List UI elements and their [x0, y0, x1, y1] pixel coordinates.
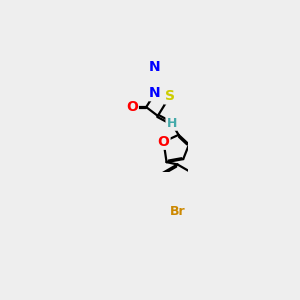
- Text: O: O: [126, 100, 138, 114]
- Text: S: S: [165, 89, 175, 103]
- Text: H: H: [167, 117, 177, 130]
- Text: Br: Br: [169, 205, 185, 218]
- Text: N: N: [149, 60, 161, 74]
- Text: N: N: [149, 86, 161, 100]
- Text: O: O: [158, 135, 169, 149]
